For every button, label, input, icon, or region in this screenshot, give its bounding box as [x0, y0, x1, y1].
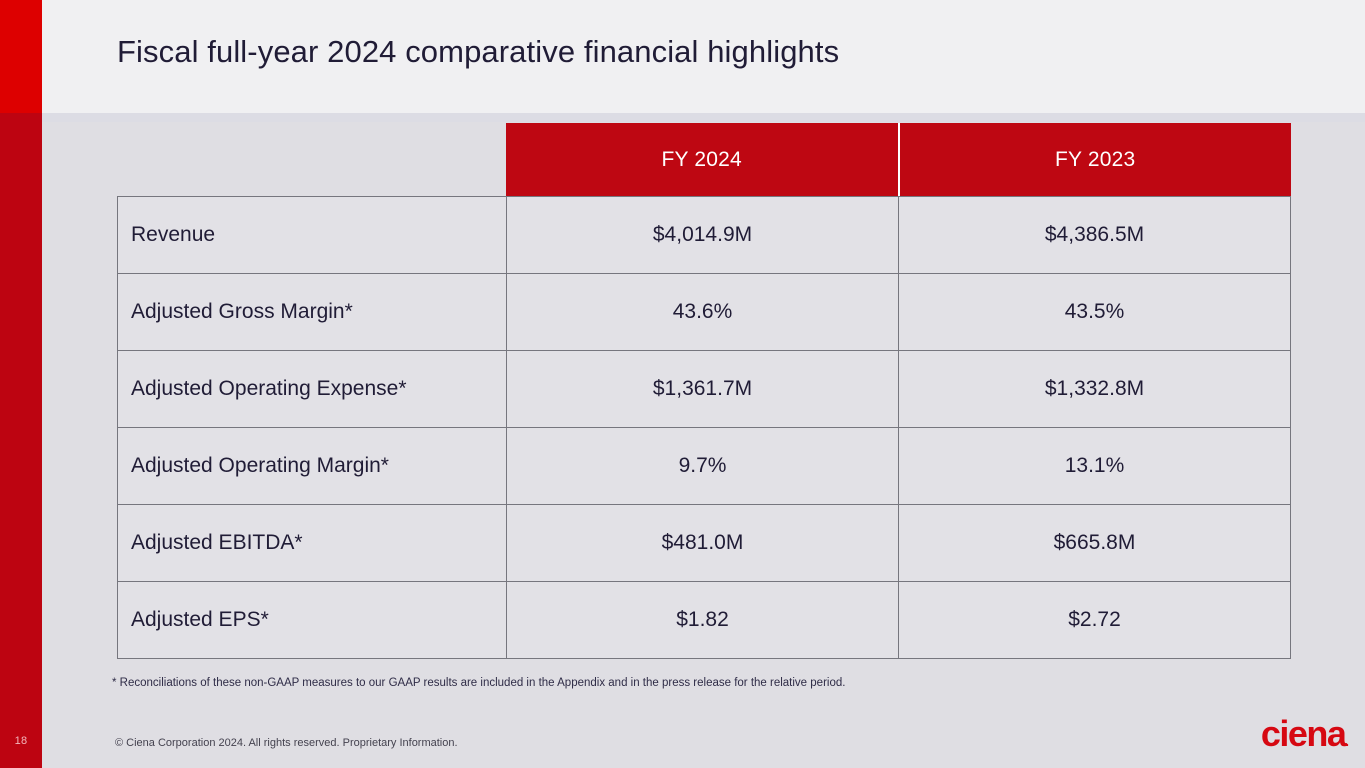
cell-fy2024: $1.82 [506, 581, 899, 659]
table-row: Adjusted EBITDA* $481.0M $665.8M [117, 504, 1291, 582]
table-row: Revenue $4,014.9M $4,386.5M [117, 196, 1291, 274]
logo-trademark-mark: . [1345, 734, 1349, 749]
table-row: Adjusted EPS* $1.82 $2.72 [117, 581, 1291, 659]
left-accent-bar-top-segment [0, 0, 42, 113]
row-label: Adjusted Operating Margin* [117, 427, 507, 505]
cell-fy2023: $1,332.8M [898, 350, 1291, 428]
left-accent-bar [0, 0, 42, 768]
logo-wordmark: ciena [1260, 713, 1347, 754]
cell-fy2023: 43.5% [898, 273, 1291, 351]
title-band-divider [42, 113, 1365, 122]
row-label: Revenue [117, 196, 507, 274]
table-row: Adjusted Operating Expense* $1,361.7M $1,3… [117, 350, 1291, 428]
cell-fy2024: $4,014.9M [506, 196, 899, 274]
ciena-logo: ciena. [1261, 716, 1349, 752]
table-header-row: FY 2024 FY 2023 [506, 123, 1291, 196]
row-label: Adjusted EPS* [117, 581, 507, 659]
copyright-notice: © Ciena Corporation 2024. All rights res… [115, 737, 458, 749]
cell-fy2023: $665.8M [898, 504, 1291, 582]
page-number: 18 [14, 735, 28, 747]
page-title: Fiscal full-year 2024 comparative financ… [117, 34, 840, 69]
column-header-fy2024: FY 2024 [506, 123, 898, 196]
cell-fy2024: $1,361.7M [506, 350, 899, 428]
cell-fy2023: 13.1% [898, 427, 1291, 505]
table-row: Adjusted Operating Margin* 9.7% 13.1% [117, 427, 1291, 505]
cell-fy2024: $481.0M [506, 504, 899, 582]
table-row: Adjusted Gross Margin* 43.6% 43.5% [117, 273, 1291, 351]
cell-fy2024: 9.7% [506, 427, 899, 505]
footnote: * Reconciliations of these non-GAAP meas… [112, 677, 846, 689]
row-label: Adjusted Operating Expense* [117, 350, 507, 428]
title-band [42, 0, 1365, 113]
table-body: Revenue $4,014.9M $4,386.5M Adjusted Gross … [117, 196, 1291, 659]
cell-fy2023: $4,386.5M [898, 196, 1291, 274]
row-label: Adjusted EBITDA* [117, 504, 507, 582]
column-header-fy2023: FY 2023 [897, 123, 1291, 196]
row-label: Adjusted Gross Margin* [117, 273, 507, 351]
cell-fy2023: $2.72 [898, 581, 1291, 659]
cell-fy2024: 43.6% [506, 273, 899, 351]
